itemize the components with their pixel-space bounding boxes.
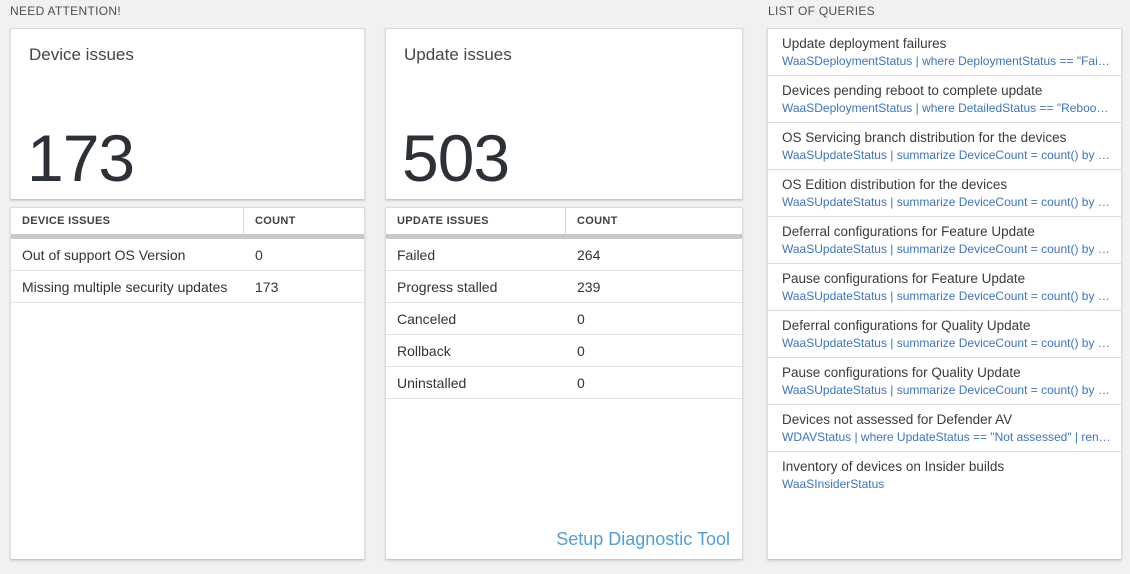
issue-count: 239 bbox=[577, 278, 601, 295]
table-row[interactable]: Rollback 0 bbox=[386, 335, 742, 367]
update-issues-count: 503 bbox=[402, 121, 510, 195]
issue-label: Missing multiple security updates bbox=[22, 278, 228, 295]
query-item[interactable]: Deferral configurations for Feature Upda… bbox=[768, 217, 1121, 264]
device-issues-title: Device issues bbox=[29, 45, 134, 64]
query-title: Devices pending reboot to complete updat… bbox=[782, 83, 1043, 98]
update-issues-card[interactable]: Update issues 503 bbox=[385, 28, 743, 200]
update-table-header: UPDATE ISSUES COUNT bbox=[386, 208, 742, 234]
query-text-link[interactable]: WaaSUpdateStatus | summarize DeviceCount… bbox=[782, 289, 1111, 303]
query-title: Deferral configurations for Quality Upda… bbox=[782, 318, 1031, 333]
query-item[interactable]: Update deployment failures WaaSDeploymen… bbox=[768, 29, 1121, 76]
query-text-link[interactable]: WaaSInsiderStatus bbox=[782, 477, 885, 491]
query-item[interactable]: Pause configurations for Quality Update … bbox=[768, 358, 1121, 405]
issue-label: Uninstalled bbox=[397, 374, 467, 391]
table-row[interactable]: Failed 264 bbox=[386, 239, 742, 271]
query-item[interactable]: Deferral configurations for Quality Upda… bbox=[768, 311, 1121, 358]
queries-panel: Update deployment failures WaaSDeploymen… bbox=[767, 28, 1122, 560]
device-issues-table: DEVICE ISSUES COUNT Out of support OS Ve… bbox=[10, 207, 365, 560]
list-of-queries-header: LIST OF QUERIES bbox=[768, 4, 875, 18]
query-item[interactable]: Pause configurations for Feature Update … bbox=[768, 264, 1121, 311]
issue-label: Rollback bbox=[397, 342, 451, 359]
issue-count: 0 bbox=[255, 246, 263, 263]
issue-count: 0 bbox=[577, 342, 585, 359]
table-row[interactable]: Out of support OS Version 0 bbox=[11, 239, 364, 271]
update-issues-title: Update issues bbox=[404, 45, 512, 64]
setup-diagnostic-tool-link[interactable]: Setup Diagnostic Tool bbox=[556, 529, 730, 549]
issue-count: 264 bbox=[577, 246, 601, 263]
update-table-header-count: COUNT bbox=[577, 215, 618, 227]
issue-count: 173 bbox=[255, 278, 279, 295]
query-text-link[interactable]: WaaSUpdateStatus | summarize DeviceCount… bbox=[782, 148, 1111, 162]
issue-label: Failed bbox=[397, 246, 436, 263]
issue-label: Canceled bbox=[397, 310, 457, 327]
need-attention-header: NEED ATTENTION! bbox=[10, 4, 121, 18]
query-title: Inventory of devices on Insider builds bbox=[782, 459, 1005, 474]
issue-count: 0 bbox=[577, 374, 585, 391]
device-issues-count: 173 bbox=[27, 121, 135, 195]
query-title: Deferral configurations for Feature Upda… bbox=[782, 224, 1035, 239]
query-item[interactable]: Inventory of devices on Insider builds W… bbox=[768, 452, 1121, 499]
query-title: Update deployment failures bbox=[782, 36, 947, 51]
table-row[interactable]: Progress stalled 239 bbox=[386, 271, 742, 303]
query-title: Pause configurations for Quality Update bbox=[782, 365, 1021, 380]
query-item[interactable]: Devices not assessed for Defender AV WDA… bbox=[768, 405, 1121, 452]
issue-label: Out of support OS Version bbox=[22, 246, 186, 263]
device-table-header: DEVICE ISSUES COUNT bbox=[11, 208, 364, 234]
query-text-link[interactable]: WaaSUpdateStatus | summarize DeviceCount… bbox=[782, 383, 1111, 397]
query-title: OS Servicing branch distribution for the… bbox=[782, 130, 1067, 145]
update-table-header-issues: UPDATE ISSUES bbox=[386, 208, 566, 234]
table-row[interactable]: Uninstalled 0 bbox=[386, 367, 742, 399]
query-text-link[interactable]: WaaSDeploymentStatus | where DetailedSta… bbox=[782, 101, 1111, 115]
table-row[interactable]: Missing multiple security updates 173 bbox=[11, 271, 364, 303]
query-item[interactable]: OS Edition distribution for the devices … bbox=[768, 170, 1121, 217]
query-title: Devices not assessed for Defender AV bbox=[782, 412, 1013, 427]
issue-count: 0 bbox=[577, 310, 585, 327]
update-issues-table: UPDATE ISSUES COUNT Failed 264 Progress … bbox=[385, 207, 743, 560]
device-issues-card[interactable]: Device issues 173 bbox=[10, 28, 365, 200]
query-text-link[interactable]: WaaSUpdateStatus | summarize DeviceCount… bbox=[782, 195, 1111, 209]
device-table-header-issues: DEVICE ISSUES bbox=[11, 208, 244, 234]
query-item[interactable]: OS Servicing branch distribution for the… bbox=[768, 123, 1121, 170]
query-text-link[interactable]: WDAVStatus | where UpdateStatus == "Not … bbox=[782, 430, 1111, 444]
table-row[interactable]: Canceled 0 bbox=[386, 303, 742, 335]
query-text-link[interactable]: WaaSDeploymentStatus | where DeploymentS… bbox=[782, 54, 1111, 68]
issue-label: Progress stalled bbox=[397, 278, 498, 295]
table-header-divider bbox=[11, 234, 364, 239]
query-title: OS Edition distribution for the devices bbox=[782, 177, 1008, 192]
query-text-link[interactable]: WaaSUpdateStatus | summarize DeviceCount… bbox=[782, 242, 1111, 256]
device-table-header-count: COUNT bbox=[255, 215, 296, 227]
table-header-divider bbox=[386, 234, 742, 239]
query-text-link[interactable]: WaaSUpdateStatus | summarize DeviceCount… bbox=[782, 336, 1111, 350]
query-item[interactable]: Devices pending reboot to complete updat… bbox=[768, 76, 1121, 123]
query-title: Pause configurations for Feature Update bbox=[782, 271, 1026, 286]
